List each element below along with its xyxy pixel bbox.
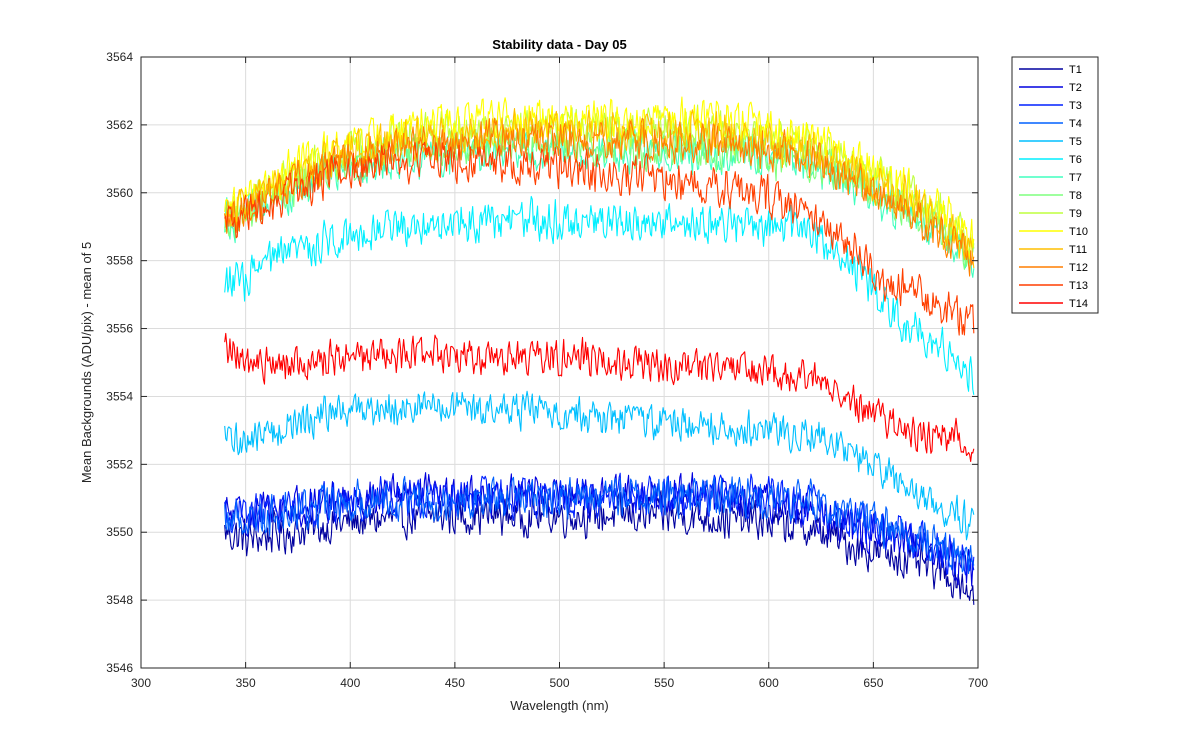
legend-label-t4: T4 <box>1069 118 1082 130</box>
y-tick-label: 3548 <box>106 593 133 607</box>
legend-entries: T1 T2 T3 T4 T5 T6 T7 T8 T9 T10 T11 T12 T13 T14 <box>1019 64 1088 310</box>
x-tick-label: 350 <box>236 676 256 690</box>
x-tick-label: 300 <box>131 676 151 690</box>
series-line-t1 <box>224 490 975 605</box>
legend-box <box>1011 56 1099 314</box>
legend-label-t2: T2 <box>1069 82 1082 94</box>
legend-label-t11: T11 <box>1069 244 1087 256</box>
series-line-t6 <box>224 195 975 395</box>
y-tick-label: 3546 <box>106 661 133 675</box>
y-tick-label: 3558 <box>106 254 133 268</box>
legend-label-t1: T1 <box>1069 64 1082 76</box>
legend: T1 T2 T3 T4 T5 T6 T7 T8 T9 T10 T11 T12 T13 T14 <box>1011 56 1099 314</box>
series-line-t5 <box>224 390 975 541</box>
chart-title: Stability data - Day 05 <box>492 37 626 52</box>
x-axis-label: Wavelength (nm) <box>510 698 609 713</box>
y-tick-label: 3564 <box>106 50 133 64</box>
x-tick-label: 700 <box>968 676 988 690</box>
x-tick-label: 500 <box>549 676 569 690</box>
legend-label-t12: T12 <box>1069 262 1088 274</box>
series-line-t14 <box>224 332 975 463</box>
ticks-layer <box>140 56 979 669</box>
series-layer <box>224 96 975 605</box>
x-tick-label: 650 <box>863 676 883 690</box>
x-tick-label: 450 <box>445 676 465 690</box>
y-tick-label: 3556 <box>106 322 133 336</box>
legend-label-t8: T8 <box>1069 190 1082 202</box>
legend-label-t3: T3 <box>1069 100 1082 112</box>
legend-label-t10: T10 <box>1069 226 1088 238</box>
series-line-t4 <box>224 475 975 575</box>
y-tick-label: 3554 <box>106 389 133 403</box>
y-tick-label: 3562 <box>106 118 133 132</box>
y-tick-label: 3550 <box>106 525 133 539</box>
legend-label-t7: T7 <box>1069 172 1082 184</box>
y-tick-label: 3560 <box>106 186 133 200</box>
y-tick-label: 3552 <box>106 457 133 471</box>
legend-label-t9: T9 <box>1069 208 1082 220</box>
legend-label-t5: T5 <box>1069 136 1082 148</box>
y-axis-label: Mean Backgrounds (ADU/pix) - mean of 5 <box>79 242 94 483</box>
legend-label-t14: T14 <box>1069 298 1088 310</box>
legend-label-t13: T13 <box>1069 280 1088 292</box>
tick-labels-layer: 300 350 400 450 500 550 600 650 700 3546 3548 3550 3… <box>106 50 988 690</box>
x-tick-label: 600 <box>759 676 779 690</box>
x-tick-label: 550 <box>654 676 674 690</box>
series-line-t13 <box>224 141 975 336</box>
series-line-t12 <box>224 117 975 277</box>
legend-label-t6: T6 <box>1069 154 1082 166</box>
x-tick-label: 400 <box>340 676 360 690</box>
